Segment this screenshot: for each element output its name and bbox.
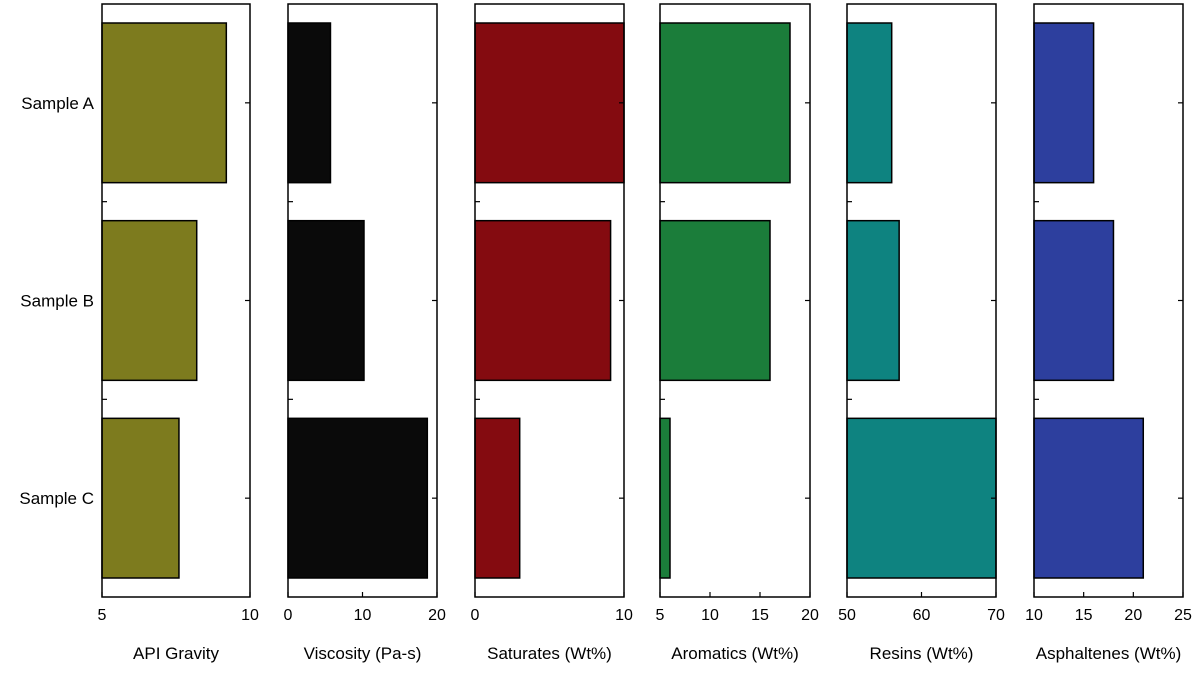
- x-tick-label: 50: [838, 607, 856, 624]
- bar: [659, 417, 671, 579]
- x-tick-label: 5: [98, 607, 107, 624]
- bar: [659, 22, 791, 184]
- bar: [101, 22, 228, 184]
- bar: [101, 417, 180, 579]
- bar: [474, 219, 612, 382]
- x-tick-label: 0: [284, 607, 293, 624]
- category-label: Sample B: [20, 292, 94, 311]
- bar: [474, 417, 521, 579]
- x-tick-label: 10: [354, 607, 372, 624]
- x-tick-label: 15: [1075, 607, 1093, 624]
- bar: [1033, 22, 1095, 184]
- bar: [846, 22, 893, 184]
- x-tick-label: 20: [1124, 607, 1142, 624]
- x-tick-label: 10: [1025, 607, 1043, 624]
- category-label: Sample C: [19, 489, 94, 508]
- x-axis-title: Aromatics (Wt%): [671, 644, 799, 663]
- bar: [846, 417, 997, 579]
- bar: [287, 219, 365, 382]
- bar: [1033, 219, 1115, 382]
- x-tick-label: 20: [801, 607, 819, 624]
- bar: [1033, 417, 1145, 579]
- x-tick-label: 15: [751, 607, 769, 624]
- bar: [659, 219, 771, 382]
- bar: [287, 417, 429, 579]
- x-tick-label: 60: [913, 607, 931, 624]
- x-tick-label: 0: [471, 607, 480, 624]
- x-tick-label: 10: [241, 607, 259, 624]
- x-tick-label: 70: [987, 607, 1005, 624]
- x-tick-label: 10: [615, 607, 633, 624]
- x-tick-label: 10: [701, 607, 719, 624]
- bar: [287, 22, 332, 184]
- x-axis-title: Asphaltenes (Wt%): [1036, 644, 1182, 663]
- bar: [846, 219, 900, 382]
- x-tick-label: 5: [656, 607, 665, 624]
- x-axis-title: Viscosity (Pa-s): [304, 644, 422, 663]
- x-axis-title: Saturates (Wt%): [487, 644, 612, 663]
- x-axis-title: Resins (Wt%): [870, 644, 974, 663]
- x-tick-label: 20: [428, 607, 446, 624]
- category-label: Sample A: [21, 94, 94, 113]
- bar: [474, 22, 625, 184]
- x-tick-label: 25: [1174, 607, 1192, 624]
- x-axis-title: API Gravity: [133, 644, 219, 663]
- bar: [101, 219, 198, 382]
